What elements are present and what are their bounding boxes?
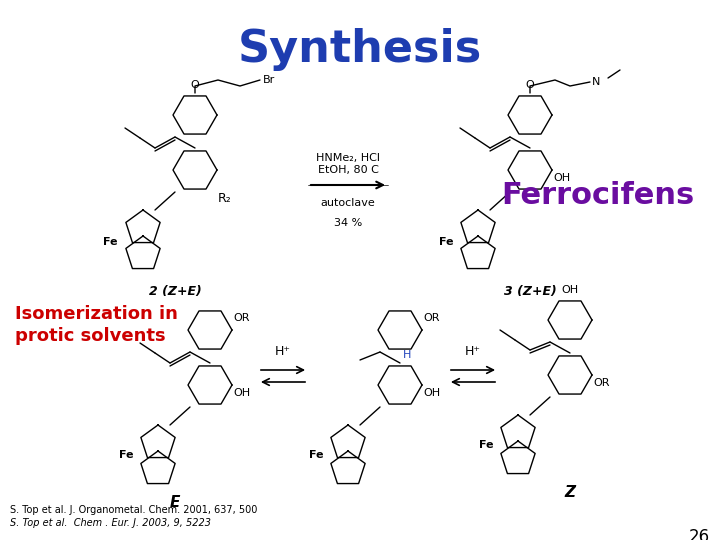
Text: HNMe₂, HCl: HNMe₂, HCl xyxy=(316,153,380,163)
Text: EtOH, 80 C: EtOH, 80 C xyxy=(318,165,379,175)
Text: Z: Z xyxy=(564,485,575,500)
Text: Isomerization in
protic solvents: Isomerization in protic solvents xyxy=(15,305,178,345)
Text: H: H xyxy=(403,350,411,360)
Text: Fe: Fe xyxy=(308,450,323,460)
Text: OR: OR xyxy=(423,313,439,323)
Text: O: O xyxy=(191,80,199,90)
Text: OH: OH xyxy=(423,388,440,398)
Text: 34 %: 34 % xyxy=(334,218,362,228)
Text: 2 (Z+E): 2 (Z+E) xyxy=(148,285,202,298)
Text: H⁺: H⁺ xyxy=(465,345,481,358)
Text: Fe: Fe xyxy=(438,237,453,247)
Text: OH: OH xyxy=(553,173,570,183)
Text: Ferrocifens: Ferrocifens xyxy=(502,180,695,210)
Text: Br: Br xyxy=(263,75,275,85)
Text: H⁺: H⁺ xyxy=(275,345,291,358)
Text: S. Top et al. J. Organometal. Chem. 2001, 637, 500: S. Top et al. J. Organometal. Chem. 2001… xyxy=(10,505,257,515)
Text: S. Top et al.  Chem . Eur. J. 2003, 9, 5223: S. Top et al. Chem . Eur. J. 2003, 9, 52… xyxy=(10,518,211,528)
Text: R₂: R₂ xyxy=(218,192,232,205)
Text: Synthesis: Synthesis xyxy=(238,28,482,71)
Text: autoclave: autoclave xyxy=(320,198,375,208)
Text: OH: OH xyxy=(233,388,250,398)
Text: OR: OR xyxy=(593,378,610,388)
Text: OH: OH xyxy=(562,285,579,295)
Text: Fe: Fe xyxy=(119,450,133,460)
Text: N: N xyxy=(592,77,600,87)
Text: Fe: Fe xyxy=(479,440,493,450)
Text: E: E xyxy=(170,495,180,510)
Text: Fe: Fe xyxy=(104,237,118,247)
Text: OR: OR xyxy=(233,313,250,323)
Text: 3 (Z+E): 3 (Z+E) xyxy=(503,285,557,298)
Text: O: O xyxy=(526,80,534,90)
Text: 26: 26 xyxy=(689,528,710,540)
